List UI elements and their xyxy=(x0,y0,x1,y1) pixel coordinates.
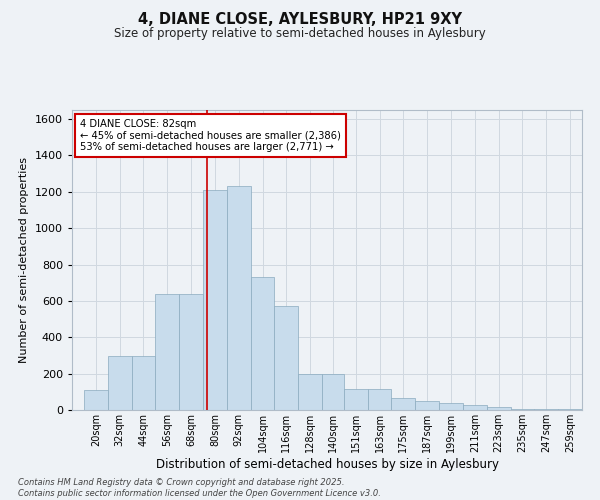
Bar xyxy=(84,390,108,410)
Bar xyxy=(439,402,463,410)
Bar xyxy=(463,406,487,410)
Bar xyxy=(535,409,558,410)
Text: Contains HM Land Registry data © Crown copyright and database right 2025.
Contai: Contains HM Land Registry data © Crown c… xyxy=(18,478,381,498)
Bar xyxy=(131,356,155,410)
Bar xyxy=(415,401,439,410)
Text: Size of property relative to semi-detached houses in Aylesbury: Size of property relative to semi-detach… xyxy=(114,28,486,40)
Bar xyxy=(108,356,131,410)
Bar xyxy=(274,306,298,410)
Bar xyxy=(155,294,179,410)
Bar xyxy=(251,278,274,410)
Bar xyxy=(344,389,368,410)
X-axis label: Distribution of semi-detached houses by size in Aylesbury: Distribution of semi-detached houses by … xyxy=(155,458,499,470)
Bar xyxy=(203,190,227,410)
Bar xyxy=(179,294,203,410)
Text: 4 DIANE CLOSE: 82sqm
← 45% of semi-detached houses are smaller (2,386)
53% of se: 4 DIANE CLOSE: 82sqm ← 45% of semi-detac… xyxy=(80,119,341,152)
Bar xyxy=(511,409,535,410)
Bar xyxy=(227,186,251,410)
Text: 4, DIANE CLOSE, AYLESBURY, HP21 9XY: 4, DIANE CLOSE, AYLESBURY, HP21 9XY xyxy=(138,12,462,28)
Y-axis label: Number of semi-detached properties: Number of semi-detached properties xyxy=(19,157,29,363)
Bar xyxy=(487,408,511,410)
Bar xyxy=(391,398,415,410)
Bar xyxy=(558,409,582,410)
Bar xyxy=(368,389,391,410)
Bar xyxy=(322,374,344,410)
Bar xyxy=(298,374,322,410)
